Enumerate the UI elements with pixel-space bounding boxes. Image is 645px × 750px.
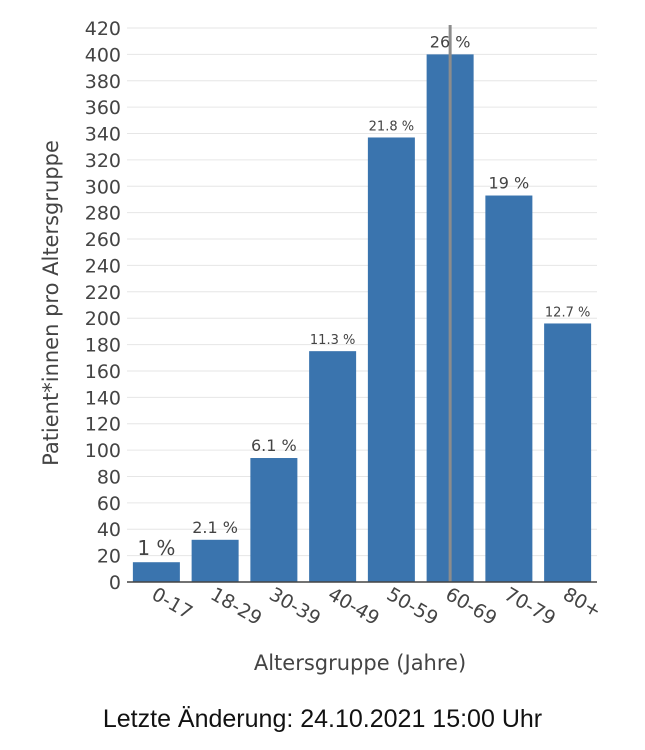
- y-tick-label: 360: [85, 97, 121, 119]
- y-tick-label: 20: [97, 546, 121, 568]
- x-axis-title: Altersgruppe (Jahre): [254, 651, 466, 675]
- y-tick-label: 340: [85, 124, 121, 146]
- y-tick-label: 240: [85, 255, 121, 277]
- y-tick-label: 400: [85, 44, 121, 66]
- y-tick-label: 220: [85, 282, 121, 304]
- y-tick-label: 160: [85, 361, 121, 383]
- y-tick-label: 100: [85, 440, 121, 462]
- y-axis-title: Patient*innen pro Altersgruppe: [39, 140, 63, 466]
- x-tick-label: 30-39: [265, 583, 324, 630]
- bar-70-79[interactable]: [485, 195, 533, 582]
- y-tick-label: 200: [85, 308, 121, 330]
- data-label: 21.8 %: [369, 119, 414, 134]
- x-tick-label: 60-69: [442, 583, 501, 630]
- x-tick-label: 18-29: [207, 583, 266, 630]
- x-tick-label: 80+: [559, 583, 605, 622]
- x-tick-label: 70-79: [500, 583, 559, 630]
- bar-0-17[interactable]: [132, 562, 180, 582]
- data-labels: 1 % 2.1 % 6.1 % 11.3 % 21.8 % 26 % 19 % 12.7 %: [137, 32, 590, 560]
- bar-30-39[interactable]: [250, 458, 298, 582]
- x-tick-label: 40-49: [324, 583, 383, 630]
- data-label: 12.7 %: [545, 305, 590, 320]
- y-tick-label: 180: [85, 335, 121, 357]
- bar-80+[interactable]: [544, 323, 592, 582]
- y-tick-label: 260: [85, 229, 121, 251]
- x-tick-labels: 0-17 18-29 30-39 40-49 50-59 60-69 70-79 80+: [148, 583, 605, 630]
- y-tick-label: 140: [85, 387, 121, 409]
- x-tick-label: 50-59: [383, 583, 442, 630]
- y-tick-label: 80: [97, 466, 121, 488]
- data-label: 1 %: [137, 536, 175, 560]
- y-tick-label: 380: [85, 71, 121, 93]
- bar-50-59[interactable]: [367, 137, 415, 582]
- data-label: 2.1 %: [192, 518, 238, 537]
- y-tick-labels: 0 20 40 60 80 100 120 140 160 180 200 220 240 260 280 3…: [85, 18, 121, 594]
- last-updated-text: Letzte Änderung: 24.10.2021 15:00 Uhr: [102, 705, 543, 733]
- data-label: 26 %: [430, 32, 471, 51]
- data-label: 6.1 %: [251, 436, 297, 455]
- y-tick-label: 280: [85, 203, 121, 225]
- y-tick-label: 120: [85, 414, 121, 436]
- y-tick-label: 60: [97, 493, 121, 515]
- data-label: 19 %: [489, 174, 530, 193]
- y-tick-label: 320: [85, 150, 121, 172]
- y-tick-label: 300: [85, 176, 121, 198]
- bar-18-29[interactable]: [191, 539, 239, 582]
- y-tick-label: 420: [85, 18, 121, 40]
- x-tick-label: 0-17: [148, 583, 196, 624]
- y-tick-label: 40: [97, 519, 121, 541]
- data-label: 11.3 %: [310, 333, 355, 348]
- bar-40-49[interactable]: [309, 351, 357, 582]
- bar-chart: 0 20 40 60 80 100 120 140 160 180 200 220 240 260 280 3…: [39, 18, 605, 675]
- y-tick-label: 0: [109, 572, 121, 594]
